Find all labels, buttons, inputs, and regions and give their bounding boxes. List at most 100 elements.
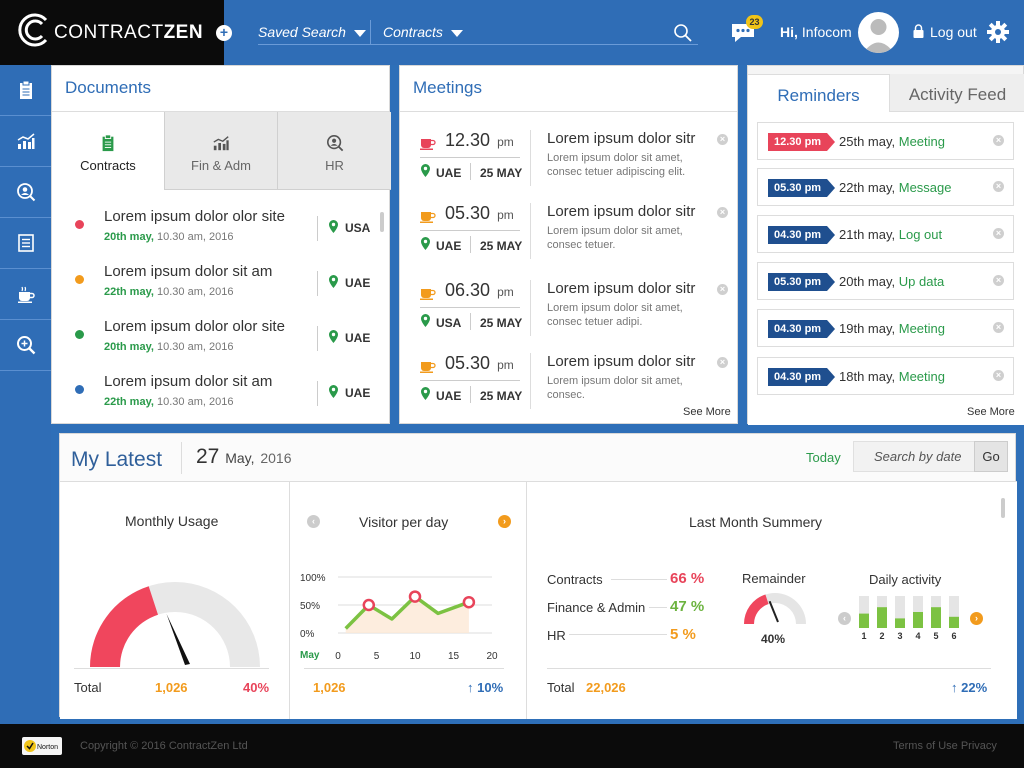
list-item[interactable]: Lorem ipsum dolor sit am 22th may, 10.30… bbox=[52, 255, 382, 310]
meetings-panel: Meetings 12.30 pm UAE 25 MAY Lorem ipsum… bbox=[399, 65, 738, 424]
divider bbox=[420, 307, 520, 308]
tab-label: Fin & Adm bbox=[191, 158, 251, 173]
see-more-link[interactable]: See More bbox=[683, 406, 731, 418]
list-item[interactable]: Lorem ipsum dolor sit am 22th may, 10.30… bbox=[52, 365, 382, 420]
meeting-item[interactable]: 12.30 pm UAE 25 MAY Lorem ipsum dolor si… bbox=[400, 130, 739, 206]
y-tick-label: 0% bbox=[300, 629, 315, 640]
see-more-link[interactable]: See More bbox=[967, 406, 1015, 418]
meeting-item[interactable]: 05.30 pm UAE 25 MAY Lorem ipsum dolor si… bbox=[400, 203, 739, 279]
activity-bar bbox=[949, 616, 959, 628]
divider bbox=[569, 634, 667, 635]
location-pin-icon bbox=[329, 385, 338, 398]
activity-bar bbox=[859, 613, 869, 628]
meeting-time: 12.30 pm bbox=[445, 130, 514, 150]
summary-value: 66 % bbox=[670, 570, 705, 587]
next-arrow-icon[interactable]: › bbox=[970, 612, 983, 625]
saved-search-dropdown[interactable]: Saved Search bbox=[258, 24, 366, 40]
add-button[interactable]: + bbox=[216, 25, 232, 41]
meeting-heading: Lorem ipsum dolor sitr bbox=[547, 203, 696, 220]
reminder-item[interactable]: 04.30 pm 21th may, Log out × bbox=[757, 215, 1014, 253]
avatar[interactable] bbox=[858, 12, 899, 53]
y-tick-label: 100% bbox=[300, 573, 326, 584]
date-search-input[interactable]: Search by date bbox=[853, 441, 975, 472]
reminder-item[interactable]: 05.30 pm 22th may, Message × bbox=[757, 168, 1014, 206]
tab-fin-adm[interactable]: Fin & Adm bbox=[164, 112, 277, 190]
status-dot bbox=[75, 385, 84, 394]
sidebar-item-meetings[interactable] bbox=[0, 269, 51, 320]
y-tick-label: 50% bbox=[300, 601, 320, 612]
visitor-line-chart: 100% 50% 0% 0 5 10 15 20 May bbox=[300, 573, 498, 662]
list-item[interactable]: Lorem ipsum dolor olor site 20th may, 10… bbox=[52, 200, 382, 255]
contracts-dropdown[interactable]: Contracts bbox=[383, 24, 463, 40]
meeting-date: 25 MAY bbox=[480, 239, 523, 253]
close-icon[interactable]: × bbox=[993, 322, 1004, 333]
close-icon[interactable]: × bbox=[717, 357, 728, 368]
x-tick-label: 20 bbox=[486, 651, 498, 662]
close-icon[interactable]: × bbox=[993, 275, 1004, 286]
sidebar-item-finance[interactable] bbox=[0, 116, 51, 167]
tab-hr[interactable]: HR bbox=[277, 112, 391, 190]
zoom-icon bbox=[16, 336, 35, 355]
reminder-text: 18th may, Meeting bbox=[839, 369, 945, 384]
today-link[interactable]: Today bbox=[806, 450, 841, 465]
close-icon[interactable]: × bbox=[717, 207, 728, 218]
sidebar-item-hr[interactable] bbox=[0, 167, 51, 218]
tab-contracts[interactable]: Contracts bbox=[52, 112, 164, 190]
search-icon[interactable] bbox=[673, 23, 693, 43]
close-icon[interactable]: × bbox=[993, 135, 1004, 146]
close-icon[interactable]: × bbox=[993, 181, 1004, 192]
meeting-item[interactable]: 05.30 pm UAE 25 MAY Lorem ipsum dolor si… bbox=[400, 353, 739, 429]
latest-body: Monthly Usage Total 1,026 40% ‹ Visitor … bbox=[60, 481, 1017, 719]
close-icon[interactable]: × bbox=[717, 284, 728, 295]
reminder-item[interactable]: 04.30 pm 19th may, Meeting × bbox=[757, 309, 1014, 347]
divider bbox=[649, 607, 667, 608]
meeting-date: 25 MAY bbox=[480, 389, 523, 403]
reminder-item[interactable]: 04.30 pm 18th may, Meeting × bbox=[757, 357, 1014, 395]
chat-icon[interactable] bbox=[730, 22, 756, 44]
activity-bar bbox=[895, 618, 905, 628]
documents-tabs: Contracts Fin & Adm HR bbox=[52, 112, 391, 190]
terms-link[interactable]: Terms of Use Privacy bbox=[893, 740, 997, 752]
prev-arrow-icon[interactable]: ‹ bbox=[307, 515, 320, 528]
divider bbox=[530, 203, 531, 259]
user-search-icon bbox=[326, 134, 343, 152]
prev-arrow-icon[interactable]: ‹ bbox=[838, 612, 851, 625]
summary-label: Contracts bbox=[547, 572, 603, 587]
list-item[interactable]: Lorem ipsum dolor olor site 20th may, 10… bbox=[52, 310, 382, 365]
sidebar-item-contracts[interactable] bbox=[0, 65, 51, 116]
tab-activity-feed[interactable]: Activity Feed bbox=[890, 74, 1024, 112]
reminder-text: 22th may, Message bbox=[839, 180, 952, 195]
x-tick-label: 0 bbox=[335, 651, 341, 662]
next-arrow-icon[interactable]: › bbox=[498, 515, 511, 528]
close-icon[interactable]: × bbox=[993, 370, 1004, 381]
gear-icon[interactable] bbox=[987, 21, 1009, 43]
logout-link[interactable]: Log out bbox=[930, 24, 977, 40]
total-value: 1,026 bbox=[155, 680, 188, 695]
sidebar-item-search[interactable] bbox=[0, 320, 51, 371]
day-label: 4 bbox=[915, 631, 920, 641]
tab-label: Contracts bbox=[80, 158, 136, 173]
close-icon[interactable]: × bbox=[717, 134, 728, 145]
sidebar-item-list[interactable] bbox=[0, 218, 51, 269]
reminder-item[interactable]: 05.30 pm 20th may, Up data × bbox=[757, 262, 1014, 300]
usage-percent: 40% bbox=[243, 680, 270, 695]
meeting-heading: Lorem ipsum dolor sitr bbox=[547, 130, 696, 147]
document-meta: 22th may, 10.30 am, 2016 bbox=[104, 286, 234, 298]
my-latest-title: My Latest bbox=[71, 448, 163, 471]
logo[interactable]: CONTRACTZEN bbox=[0, 0, 224, 65]
close-icon[interactable]: × bbox=[993, 228, 1004, 239]
meeting-item[interactable]: 06.30 pm USA 25 MAY Lorem ipsum dolor si… bbox=[400, 280, 739, 356]
scrollbar[interactable] bbox=[380, 212, 384, 232]
scrollbar[interactable] bbox=[1001, 498, 1005, 518]
tab-reminders[interactable]: Reminders bbox=[748, 74, 890, 112]
coffee-icon bbox=[420, 362, 436, 373]
day-label: 6 bbox=[951, 631, 956, 641]
reminder-item[interactable]: 12.30 pm 25th may, Meeting × bbox=[757, 122, 1014, 160]
meeting-time: 05.30 pm bbox=[445, 353, 514, 373]
go-button[interactable]: Go bbox=[974, 441, 1008, 472]
divider bbox=[530, 280, 531, 336]
document-title: Lorem ipsum dolor sit am bbox=[104, 263, 273, 280]
status-dot bbox=[75, 275, 84, 284]
x-axis-label: May bbox=[300, 650, 320, 661]
remainder-label: Remainder bbox=[742, 571, 806, 586]
